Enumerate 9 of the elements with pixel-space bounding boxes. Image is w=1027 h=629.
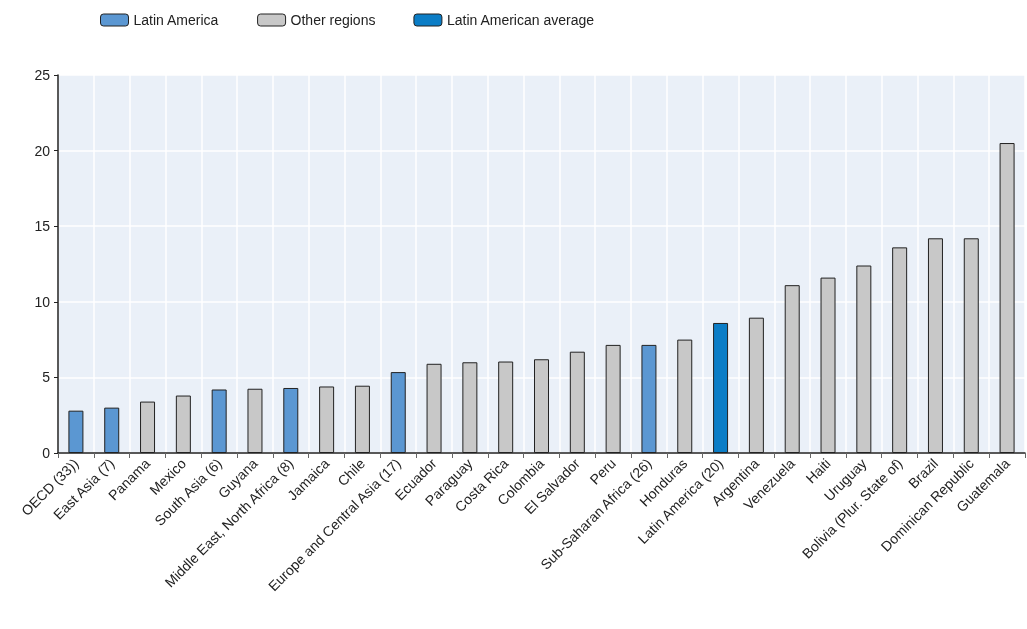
y-tick-label: 25 [34,67,51,83]
legend-label: Latin America [133,12,219,28]
y-tick-label: 15 [34,218,51,235]
y-tick-label: 10 [34,293,51,310]
y-tick-label: 5 [42,369,51,386]
y-tick-label: 0 [42,445,51,461]
y-tick-label: 20 [34,142,51,159]
legend-label: Latin American average [446,12,595,28]
legend-label: Other regions [290,12,376,28]
